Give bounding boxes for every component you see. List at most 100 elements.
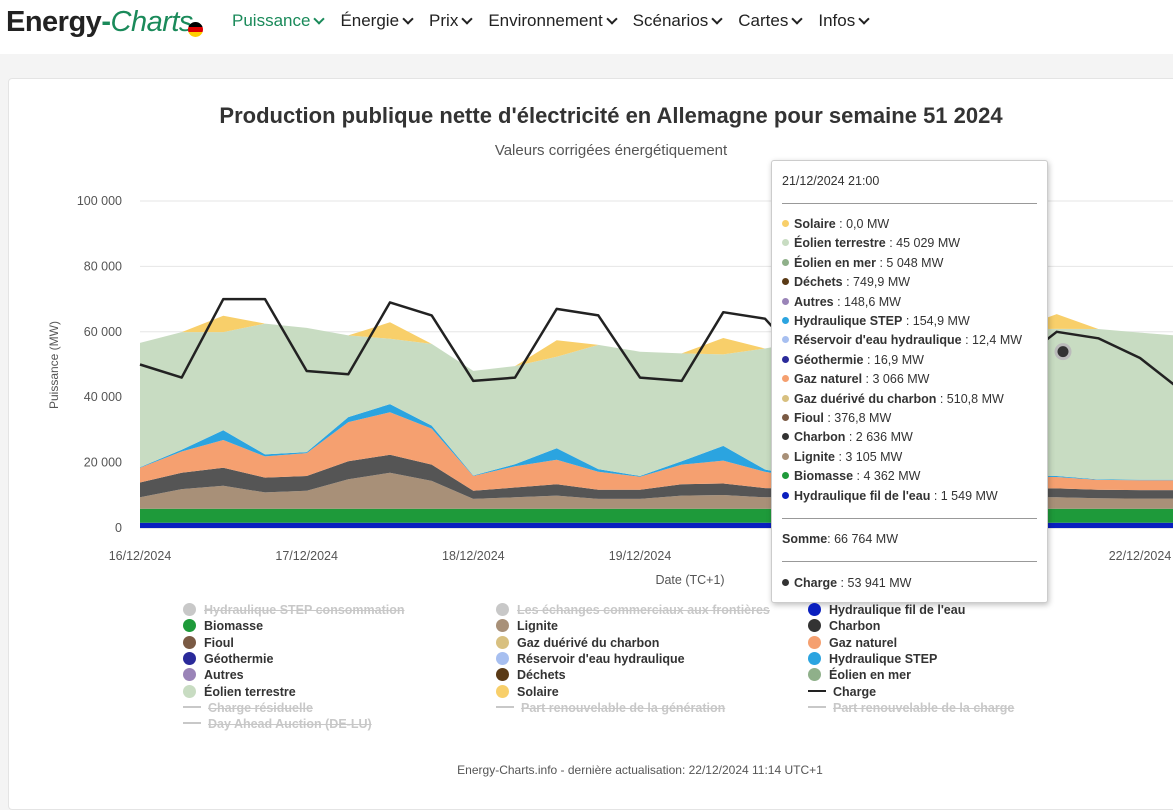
nav-item-0[interactable]: Puissance bbox=[232, 11, 326, 31]
tooltip-row-label: Éolien en mer bbox=[794, 255, 876, 270]
legend-dot-icon bbox=[808, 651, 821, 665]
y-tick-label: 0 bbox=[115, 521, 122, 535]
tooltip-row-label: Gaz naturel bbox=[794, 372, 863, 387]
nav-item-6[interactable]: Infos bbox=[818, 11, 870, 31]
tooltip-row-label: Biomasse bbox=[794, 469, 854, 484]
tooltip-row-dot bbox=[782, 278, 789, 286]
chart-title: Production publique nette d'électricité … bbox=[219, 103, 1003, 128]
tooltip-row-dot bbox=[782, 491, 789, 499]
legend-item[interactable]: Charge bbox=[808, 685, 876, 699]
legend-item[interactable]: Hydraulique STEP consommation bbox=[183, 603, 405, 617]
legend-label: Hydraulique STEP bbox=[829, 651, 938, 666]
legend-item[interactable]: Biomasse bbox=[183, 619, 263, 633]
legend-dot-icon bbox=[496, 684, 509, 698]
tooltip-row-value: : 749,9 MW bbox=[842, 275, 911, 290]
tooltip-row-label: Géothermie bbox=[794, 352, 864, 367]
legend-item[interactable]: Déchets bbox=[496, 668, 566, 682]
legend-item[interactable]: Charbon bbox=[808, 619, 880, 633]
legend-item[interactable]: Gaz duérivé du charbon bbox=[496, 635, 659, 650]
tooltip-row-dot bbox=[782, 355, 789, 363]
nav-item-4[interactable]: Scénarios bbox=[633, 11, 723, 31]
tooltip-row-dot bbox=[782, 336, 789, 344]
tooltip-load: Charge : 53 941 MW bbox=[782, 576, 911, 590]
tooltip-row: Gaz duérivé du charbon : 510,8 MW bbox=[782, 392, 1004, 406]
legend-item[interactable]: Autres bbox=[183, 668, 244, 682]
legend-label: Géothermie bbox=[204, 651, 274, 666]
legend-item[interactable]: Fioul bbox=[183, 635, 234, 650]
legend-item[interactable]: Réservoir d'eau hydraulique bbox=[496, 651, 685, 666]
legend-dot-icon bbox=[808, 603, 821, 616]
brand-part2: Charts bbox=[110, 6, 194, 38]
legend-label: Day Ahead Auction (DE-LU) bbox=[208, 717, 372, 732]
tooltip-row-value: : 1 549 MW bbox=[930, 488, 998, 503]
legend-item[interactable]: Éolien en mer bbox=[808, 668, 911, 682]
tooltip-row-label: Déchets bbox=[794, 275, 843, 290]
legend-dot-icon bbox=[183, 668, 196, 682]
tooltip-row-dot bbox=[782, 317, 789, 324]
legend-item[interactable]: Hydraulique fil de l'eau bbox=[808, 603, 965, 617]
tooltip-row-value: : 148,6 MW bbox=[833, 294, 901, 309]
y-tick-label: 40 000 bbox=[84, 390, 122, 404]
legend-dot-icon bbox=[808, 668, 821, 682]
legend-label: Éolien en mer bbox=[829, 668, 911, 683]
tooltip-row: Autres : 148,6 MW bbox=[782, 295, 901, 309]
tooltip-row-dot bbox=[782, 414, 789, 421]
tooltip-row-dot bbox=[782, 220, 789, 227]
tooltip-row: Gaz naturel : 3 066 MW bbox=[782, 372, 929, 386]
legend-label: Charge bbox=[833, 684, 877, 699]
hover-marker bbox=[1054, 343, 1072, 361]
tooltip-row-value: : 376,8 MW bbox=[823, 411, 892, 425]
tooltip-row: Lignite : 3 105 MW bbox=[782, 450, 902, 464]
legend-label: Part renouvelable de la charge bbox=[833, 700, 1015, 715]
legend-dot-icon bbox=[496, 651, 509, 665]
legend-item[interactable]: Solaire bbox=[496, 684, 559, 699]
legend-item[interactable]: Part renouvelable de la charge bbox=[808, 701, 1014, 715]
legend-item[interactable]: Part renouvelable de la génération bbox=[496, 701, 725, 715]
tooltip-row-dot bbox=[782, 394, 789, 402]
german-flag-icon bbox=[188, 22, 203, 37]
legend-dot-icon bbox=[496, 635, 509, 649]
legend-line-icon bbox=[183, 705, 201, 708]
tooltip-row-value: : 5 048 MW bbox=[875, 255, 944, 270]
tooltip-row-dot bbox=[782, 239, 789, 247]
tooltip-row-value: : 45 029 MW bbox=[885, 236, 961, 251]
x-tick-label: 22/12/2024 bbox=[1109, 549, 1172, 563]
nav-item-3[interactable]: Environnement bbox=[488, 11, 618, 31]
legend-item[interactable]: Géothermie bbox=[183, 651, 274, 666]
tooltip-row-dot bbox=[782, 375, 789, 383]
tooltip-row-value: : 154,9 MW bbox=[902, 314, 970, 328]
nav-item-label: Énergie bbox=[340, 11, 400, 30]
nav-item-2[interactable]: Prix bbox=[429, 11, 473, 31]
nav-item-label: Infos bbox=[818, 11, 856, 30]
x-tick-label: 18/12/2024 bbox=[442, 549, 505, 563]
nav-item-label: Prix bbox=[429, 11, 459, 30]
y-tick-label: 60 000 bbox=[84, 325, 122, 339]
legend-item[interactable]: Charge résiduelle bbox=[183, 701, 313, 715]
y-tick-label: 100 000 bbox=[77, 194, 122, 208]
tooltip-row-value: : 2 636 MW bbox=[845, 430, 913, 445]
nav-item-5[interactable]: Cartes bbox=[738, 11, 804, 31]
legend-item[interactable]: Éolien terrestre bbox=[183, 684, 296, 699]
x-axis-label: Date (TC+1) bbox=[655, 573, 724, 587]
tooltip-row-value: : 12,4 MW bbox=[961, 333, 1023, 348]
legend-label: Gaz naturel bbox=[829, 635, 898, 650]
legend-item[interactable]: Lignite bbox=[496, 619, 558, 633]
legend-item[interactable]: Les échanges commerciaux aux frontières bbox=[496, 603, 770, 617]
tooltip-row: Charbon : 2 636 MW bbox=[782, 430, 913, 444]
tooltip-row-label: Réservoir d'eau hydraulique bbox=[794, 333, 962, 348]
brand-logo[interactable]: Energy-Charts bbox=[6, 6, 193, 39]
legend-dot-icon bbox=[183, 635, 196, 649]
legend-item[interactable]: Hydraulique STEP bbox=[808, 651, 938, 666]
legend-item[interactable]: Gaz naturel bbox=[808, 635, 898, 650]
legend-label: Part renouvelable de la génération bbox=[521, 700, 726, 715]
tooltip-row-value: : 3 105 MW bbox=[834, 449, 903, 464]
nav-item-1[interactable]: Énergie bbox=[340, 11, 414, 31]
tooltip-row-value: : 0,0 MW bbox=[835, 217, 890, 231]
legend-item[interactable]: Day Ahead Auction (DE-LU) bbox=[183, 717, 372, 731]
load-line bbox=[139, 297, 1173, 386]
legend-dot-icon bbox=[496, 603, 509, 616]
tooltip-row-dot bbox=[782, 452, 789, 460]
tooltip-row-value: : 510,8 MW bbox=[936, 391, 1004, 406]
legend-label: Biomasse bbox=[204, 619, 264, 634]
tooltip-row: Déchets : 749,9 MW bbox=[782, 275, 910, 289]
